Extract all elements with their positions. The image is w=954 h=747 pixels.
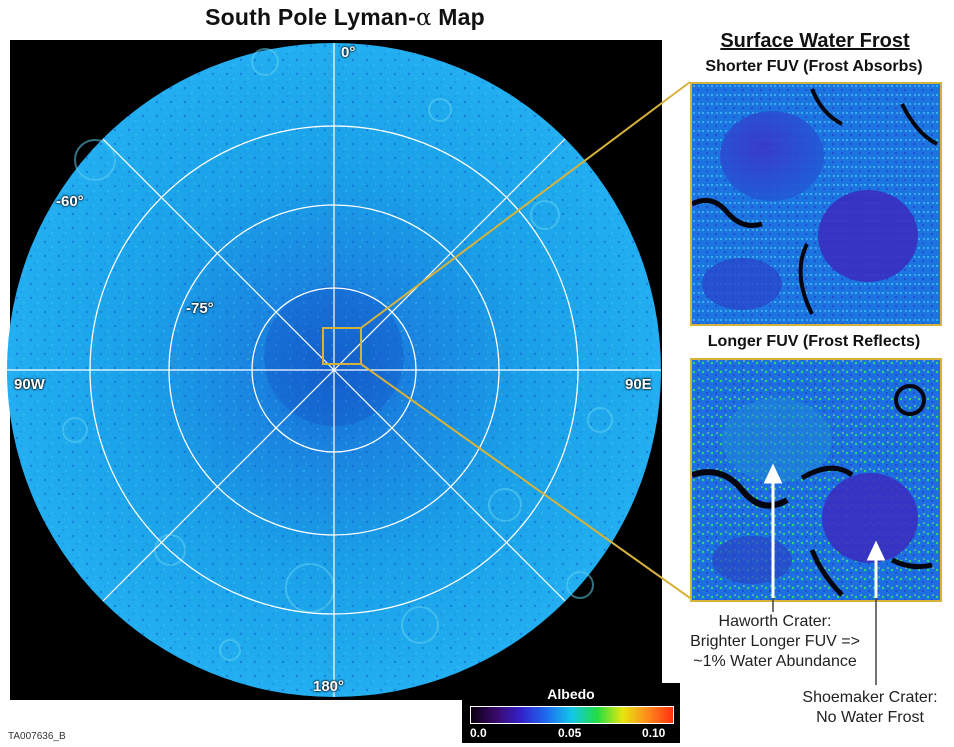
map-title-prefix: South Pole Lyman- (205, 4, 416, 30)
crater-rings (62, 48, 613, 661)
longer-fuv-inset (690, 358, 942, 602)
shoemaker-caption-line-2: No Water Frost (816, 709, 924, 726)
lat-label-60: -60° (56, 193, 84, 210)
shorter-fuv-label: Shorter FUV (Frost Absorbs) (705, 58, 923, 75)
shorter-fuv-inset (690, 82, 942, 326)
shorter-fuv-image (692, 84, 940, 324)
lat-label-75: -75° (186, 300, 214, 317)
map-title-greek: α (415, 5, 432, 31)
map-title-suffix: Map (431, 4, 485, 30)
colorbar-tick-min: 0.0 (470, 726, 487, 740)
frost-panel-title: Surface Water Frost (720, 30, 910, 52)
haworth-caption-line-2: Brighter Longer FUV => (690, 633, 860, 650)
map-title: South Pole Lyman-α Map (0, 4, 690, 31)
haworth-caption: Haworth Crater: Brighter Longer FUV => ~… (660, 612, 890, 672)
colorbar-gradient (470, 706, 674, 724)
lon-label-180: 180° (313, 678, 345, 695)
shoemaker-caption: Shoemaker Crater: No Water Frost (786, 688, 954, 728)
shoemaker-caption-line-1: Shoemaker Crater: (802, 689, 938, 706)
longer-fuv-image (692, 360, 940, 600)
colorbar-tick-mid: 0.05 (558, 726, 582, 740)
lon-label-90e: 90E (625, 376, 652, 393)
colorbar-tick-max: 0.10 (642, 726, 666, 740)
longitude-grid (7, 43, 661, 697)
selection-box (322, 327, 362, 365)
colorbar-title: Albedo (547, 686, 595, 702)
lon-label-0: 0° (341, 44, 356, 61)
connector-lines (360, 81, 691, 599)
haworth-caption-line-3: ~1% Water Abundance (693, 653, 857, 670)
longer-fuv-label: Longer FUV (Frost Reflects) (707, 333, 921, 350)
haworth-caption-line-1: Haworth Crater: (718, 613, 832, 630)
image-id-tag: TA007636_B (8, 731, 66, 742)
lon-label-90w: 90W (14, 376, 45, 393)
albedo-colorbar: Albedo 0.0 0.05 0.10 (462, 683, 680, 743)
